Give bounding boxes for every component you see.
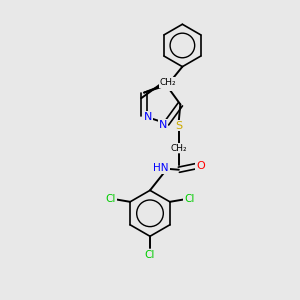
Text: N: N [159, 120, 167, 130]
Text: Cl: Cl [106, 194, 116, 204]
Text: O: O [167, 80, 175, 90]
Text: Cl: Cl [145, 250, 155, 260]
Text: O: O [196, 160, 205, 171]
Text: HN: HN [153, 163, 169, 173]
Text: N: N [143, 112, 152, 122]
Text: Cl: Cl [184, 194, 194, 204]
Text: CH₂: CH₂ [160, 78, 176, 87]
Text: CH₂: CH₂ [170, 144, 187, 153]
Text: S: S [175, 121, 182, 130]
